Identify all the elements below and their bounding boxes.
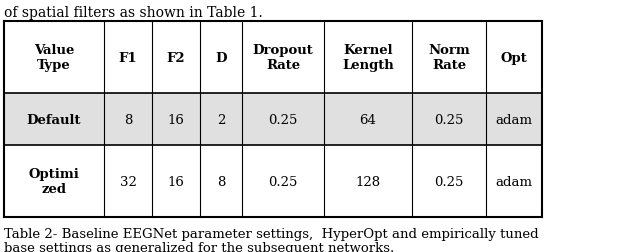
Bar	[4, 145, 542, 217]
Text: 16: 16	[168, 113, 184, 126]
Text: 0.25: 0.25	[435, 113, 464, 126]
Bar	[4, 94, 542, 145]
Text: Default: Default	[27, 113, 81, 126]
Bar	[4, 22, 542, 94]
Text: 8: 8	[217, 175, 225, 188]
Text: of spatial filters as shown in Table 1.: of spatial filters as shown in Table 1.	[4, 6, 263, 20]
Text: Kernel
Length: Kernel Length	[342, 44, 394, 72]
Text: adam: adam	[495, 113, 532, 126]
Text: 32: 32	[120, 175, 136, 188]
Text: Norm
Rate: Norm Rate	[428, 44, 470, 72]
Text: F2: F2	[166, 51, 186, 64]
Text: Optimi
zed: Optimi zed	[29, 167, 79, 195]
Text: Dropout
Rate: Dropout Rate	[253, 44, 314, 72]
Text: 2: 2	[217, 113, 225, 126]
Text: 16: 16	[168, 175, 184, 188]
Text: 8: 8	[124, 113, 132, 126]
Text: 128: 128	[355, 175, 381, 188]
Text: Opt: Opt	[500, 51, 527, 64]
Text: D: D	[215, 51, 227, 64]
Text: F1: F1	[118, 51, 138, 64]
Text: 0.25: 0.25	[435, 175, 464, 188]
Text: Table 2- Baseline EEGNet parameter settings,  HyperOpt and empirically tuned: Table 2- Baseline EEGNet parameter setti…	[4, 227, 539, 240]
Text: 64: 64	[360, 113, 376, 126]
Text: Value
Type: Value Type	[34, 44, 74, 72]
Text: 0.25: 0.25	[268, 175, 298, 188]
Text: base settings as generalized for the subsequent networks.: base settings as generalized for the sub…	[4, 241, 394, 252]
Text: 0.25: 0.25	[268, 113, 298, 126]
Text: adam: adam	[495, 175, 532, 188]
